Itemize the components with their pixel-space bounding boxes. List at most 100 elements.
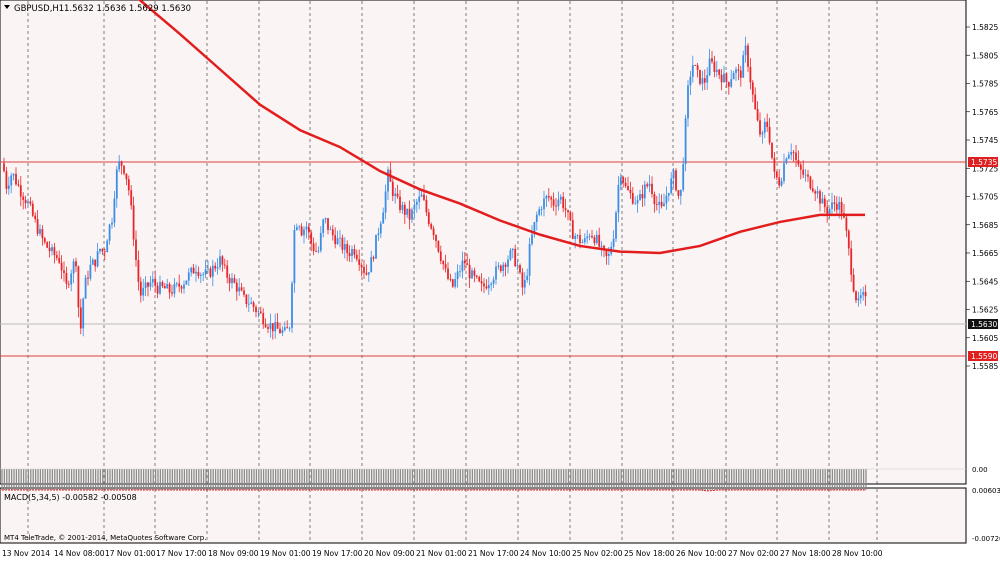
- candle-body: [809, 176, 812, 189]
- price-label: 1.5725: [972, 164, 998, 173]
- time-label: 27 Nov 18:00: [780, 549, 831, 558]
- candle-body: [639, 194, 641, 201]
- candle-body: [499, 265, 502, 271]
- candle-body: [646, 184, 649, 187]
- candle-body: [60, 262, 63, 271]
- time-axis[interactable]: 13 Nov 2014 14 Nov 08:00 17 Nov 01:00 17 No…: [2, 549, 883, 558]
- time-label: 14 Nov 08:00: [54, 549, 105, 558]
- candle-body: [466, 263, 469, 265]
- price-label: 1.5745: [972, 136, 998, 145]
- candle-body: [708, 58, 711, 76]
- candle-body: [550, 197, 553, 200]
- candle-body: [427, 212, 430, 225]
- macd-signal-line: [2, 489, 866, 492]
- candle-body: [511, 248, 514, 251]
- candle-body: [139, 281, 142, 296]
- candle-body: [463, 260, 466, 264]
- candle-body: [154, 279, 157, 286]
- candle-body: [670, 178, 673, 193]
- candle-body: [108, 224, 111, 241]
- candle-body: [571, 220, 574, 239]
- candle-body: [540, 209, 543, 210]
- candle-body: [756, 108, 759, 121]
- candle-body: [84, 277, 87, 299]
- candle-body: [19, 185, 22, 197]
- candle-body: [691, 65, 694, 77]
- candle-body: [847, 230, 850, 249]
- candle-body: [166, 283, 169, 289]
- candle-body: [399, 196, 401, 211]
- candle-body: [655, 204, 658, 205]
- time-label: 26 Nov 10:00: [676, 549, 727, 558]
- candle-body: [360, 264, 363, 268]
- candle-body: [147, 282, 149, 287]
- candle-body: [483, 283, 485, 287]
- candle-body: [10, 175, 13, 186]
- candle-body: [372, 257, 375, 259]
- price-label: 1.5825: [972, 23, 998, 32]
- candle-body: [840, 201, 843, 214]
- candle-body: [216, 267, 219, 269]
- candle-body: [504, 264, 507, 267]
- candle-body: [15, 173, 17, 185]
- copyright-text: MT4 TeleTrade, © 2001-2014, MetaQuotes S…: [4, 534, 206, 542]
- candle-body: [744, 45, 747, 56]
- candle-body: [552, 199, 555, 206]
- candle-body: [591, 235, 593, 238]
- price-label: 1.5685: [972, 221, 998, 230]
- candle-body: [281, 330, 284, 334]
- macd-pane[interactable]: [0, 487, 967, 544]
- time-label: 27 Nov 02:00: [728, 549, 779, 558]
- candle-body: [723, 73, 725, 83]
- candle-body: [634, 203, 637, 205]
- time-label: 18 Nov 09:00: [208, 549, 259, 558]
- candle-body: [509, 250, 512, 260]
- candle-body: [624, 182, 627, 187]
- candle-body: [324, 218, 327, 220]
- candle-body: [831, 202, 833, 209]
- candle-body: [785, 158, 788, 164]
- candle-body: [694, 65, 697, 66]
- candle-body: [106, 240, 109, 253]
- time-label: 21 Nov 01:00: [416, 549, 467, 558]
- candle-body: [358, 259, 361, 265]
- candle-body: [492, 279, 495, 284]
- price-label: 1.5665: [972, 249, 998, 258]
- candle-body: [312, 243, 315, 251]
- candle-body: [125, 173, 128, 180]
- time-label: 17 Nov 17:00: [156, 549, 207, 558]
- candle-body: [816, 191, 819, 194]
- candle-body: [454, 279, 457, 287]
- price-pane[interactable]: [0, 0, 967, 485]
- candle-body: [823, 198, 826, 208]
- candle-body: [543, 198, 545, 210]
- candle-body: [31, 203, 34, 216]
- price-axis[interactable]: 1.58251.58051.57851.57651.57451.57251.57…: [966, 23, 998, 371]
- candle-body: [701, 78, 704, 84]
- price-label: 1.5585: [972, 362, 998, 371]
- candle-body: [845, 217, 848, 231]
- candle-body: [377, 233, 380, 235]
- candle-body: [763, 121, 766, 133]
- price-label: 1.5625: [972, 306, 998, 315]
- candle-body: [223, 264, 226, 266]
- candle-body: [269, 323, 272, 329]
- candle-body: [612, 238, 615, 247]
- moving-average-line[interactable]: [130, 0, 865, 255]
- candle-body: [627, 186, 629, 190]
- candle-body: [636, 200, 639, 204]
- candle-body: [703, 78, 706, 83]
- candle-body: [725, 73, 728, 83]
- candle-body: [348, 253, 351, 257]
- candle-body: [53, 247, 56, 256]
- candle-body: [682, 164, 685, 190]
- candle-body: [247, 303, 250, 305]
- candle-body: [341, 237, 344, 250]
- candle-body: [123, 165, 125, 174]
- candle-body: [787, 154, 790, 159]
- candle-body: [103, 251, 106, 253]
- symbol-label: GBPUSD,H1: [14, 4, 64, 14]
- candle-body: [459, 271, 461, 273]
- candle-body: [797, 160, 800, 165]
